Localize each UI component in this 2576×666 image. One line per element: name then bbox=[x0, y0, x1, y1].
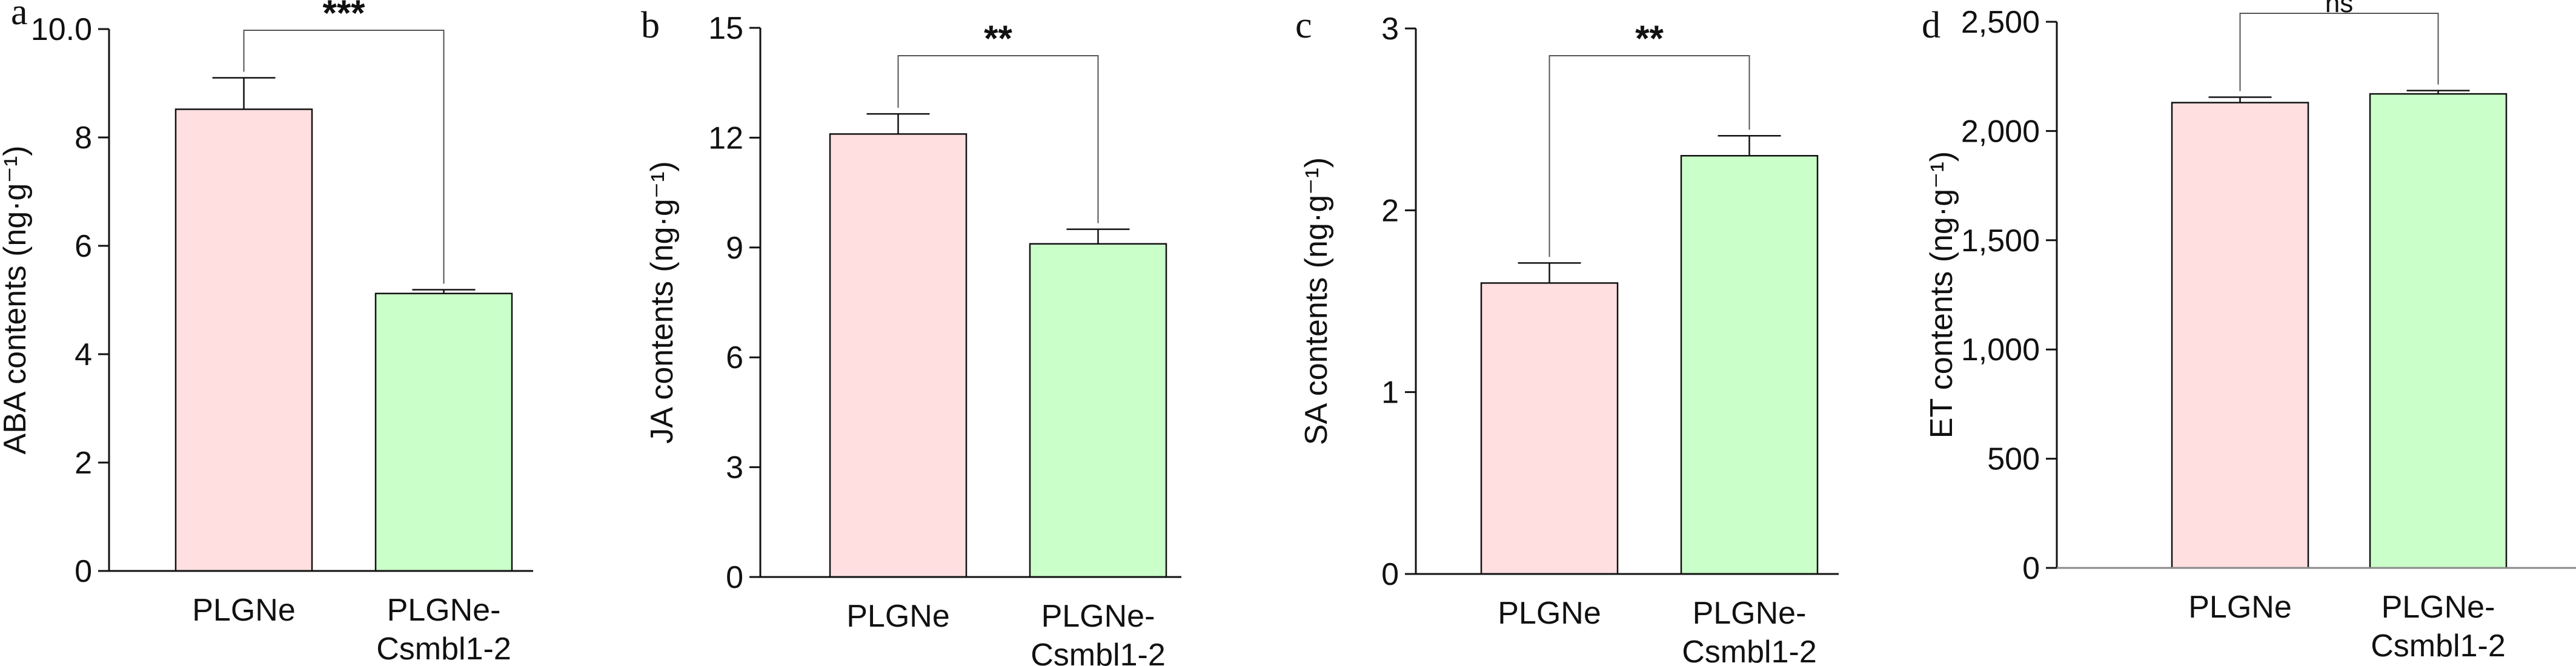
panel-label: d bbox=[1922, 5, 1940, 46]
y-tick-label: 0 bbox=[1381, 557, 1399, 592]
y-tick-label: 2 bbox=[75, 446, 92, 481]
y-tick-label: 8 bbox=[75, 120, 92, 156]
significance-bracket bbox=[1549, 55, 1750, 257]
x-tick-label: PLGNe bbox=[846, 599, 950, 634]
y-tick-label: 6 bbox=[726, 340, 743, 375]
significance-label: ** bbox=[984, 18, 1012, 59]
bar bbox=[374, 292, 513, 572]
y-tick-label: 1,000 bbox=[1961, 332, 2040, 368]
chart-panel-d: d ET contents (ng·g⁻¹) PLGNe PLGNe-Csmbl1-2… bbox=[1922, 0, 2576, 664]
significance-bracket bbox=[2239, 13, 2439, 91]
x-tick-label-line: Csmbl1-2 bbox=[2371, 628, 2506, 664]
y-tick-label: 4 bbox=[75, 337, 92, 372]
x-tick-label: PLGNe-Csmbl1-2 bbox=[2371, 590, 2506, 664]
bar bbox=[1029, 243, 1167, 578]
panel-label: b bbox=[641, 5, 660, 46]
x-tick-label-line: PLGNe- bbox=[2382, 590, 2495, 625]
x-tick-label-line: PLGNe- bbox=[387, 593, 501, 628]
y-tick-label: 6 bbox=[75, 229, 92, 264]
y-tick-label: 3 bbox=[726, 450, 743, 486]
panel-label: a bbox=[11, 0, 28, 33]
bar bbox=[1680, 154, 1819, 575]
x-tick-label-line: PLGNe bbox=[2188, 590, 2292, 625]
x-tick-label-line: PLGNe- bbox=[1041, 599, 1155, 634]
y-tick-label: 2 bbox=[1381, 193, 1399, 228]
y-tick-label: 1 bbox=[1381, 375, 1399, 410]
chart-panel-c: c SA contents (ng·g⁻¹) PLGNe PLGNe- Csmbl1-2… bbox=[1295, 5, 1839, 666]
significance-bracket bbox=[897, 55, 1099, 223]
x-tick-label-line: PLGNe bbox=[1498, 596, 1601, 631]
y-tick-label: 2,000 bbox=[1961, 114, 2040, 149]
chart-panel-a: a ABA contents (ng·g⁻¹) PLGNe PLGNe-Csmbl1-… bbox=[0, 0, 533, 666]
x-tick-label: PLGNe bbox=[1498, 596, 1601, 631]
significance-bracket bbox=[243, 30, 445, 284]
y-axis-label: ET contents (ng·g⁻¹) bbox=[1924, 151, 1959, 438]
y-tick-label: 10.0 bbox=[31, 12, 92, 47]
y-tick-label: 12 bbox=[708, 120, 743, 156]
significance-label: ** bbox=[1635, 18, 1664, 59]
panel-label: c bbox=[1295, 5, 1312, 46]
significance-label: *** bbox=[322, 0, 365, 33]
x-tick-label: PLGNe-Csmbl1-2 bbox=[376, 593, 511, 666]
x-tick-label-line: PLGNe- bbox=[1693, 596, 1807, 631]
y-tick-label: 2,500 bbox=[1961, 5, 2040, 40]
bar bbox=[1480, 282, 1619, 575]
y-tick-label: 1,500 bbox=[1961, 223, 2040, 259]
y-tick-label: 15 bbox=[708, 11, 743, 46]
x-tick-label-line: Csmbl1-2 bbox=[376, 631, 511, 666]
y-axis-label: ABA contents (ng·g⁻¹) bbox=[0, 145, 33, 454]
y-axis-label: JA contents (ng·g⁻¹) bbox=[645, 161, 680, 444]
bar bbox=[174, 108, 313, 572]
x-tick-label-line: PLGNe bbox=[192, 593, 296, 628]
y-tick-label: 500 bbox=[1987, 442, 2040, 477]
x-tick-label-line: Csmbl1-2 bbox=[1682, 635, 1817, 666]
x-tick-label: PLGNe- Csmbl1-2 bbox=[1682, 596, 1817, 666]
x-tick-label: PLGNe bbox=[2188, 590, 2292, 625]
y-tick-label: 9 bbox=[726, 231, 743, 266]
significance-label: ns bbox=[2325, 0, 2353, 18]
y-tick-label: 0 bbox=[726, 560, 743, 595]
y-tick-label: 0 bbox=[2022, 551, 2040, 586]
chart-panel-b: b JA contents (ng·g⁻¹) PLGNe PLGNe- Csmbl1-2… bbox=[641, 5, 1181, 666]
x-tick-label-line: Csmbl1-2 bbox=[1031, 638, 1166, 666]
x-tick-label: PLGNe- Csmbl1-2 bbox=[1031, 599, 1166, 666]
x-tick-label-line: PLGNe bbox=[846, 599, 950, 634]
bar bbox=[829, 133, 968, 578]
y-axis-label: SA contents (ng·g⁻¹) bbox=[1299, 157, 1334, 445]
x-tick-label: PLGNe bbox=[192, 593, 296, 628]
bar bbox=[2171, 102, 2309, 569]
y-tick-label: 3 bbox=[1381, 12, 1399, 47]
bar bbox=[2369, 93, 2508, 569]
y-tick-label: 0 bbox=[75, 554, 92, 589]
